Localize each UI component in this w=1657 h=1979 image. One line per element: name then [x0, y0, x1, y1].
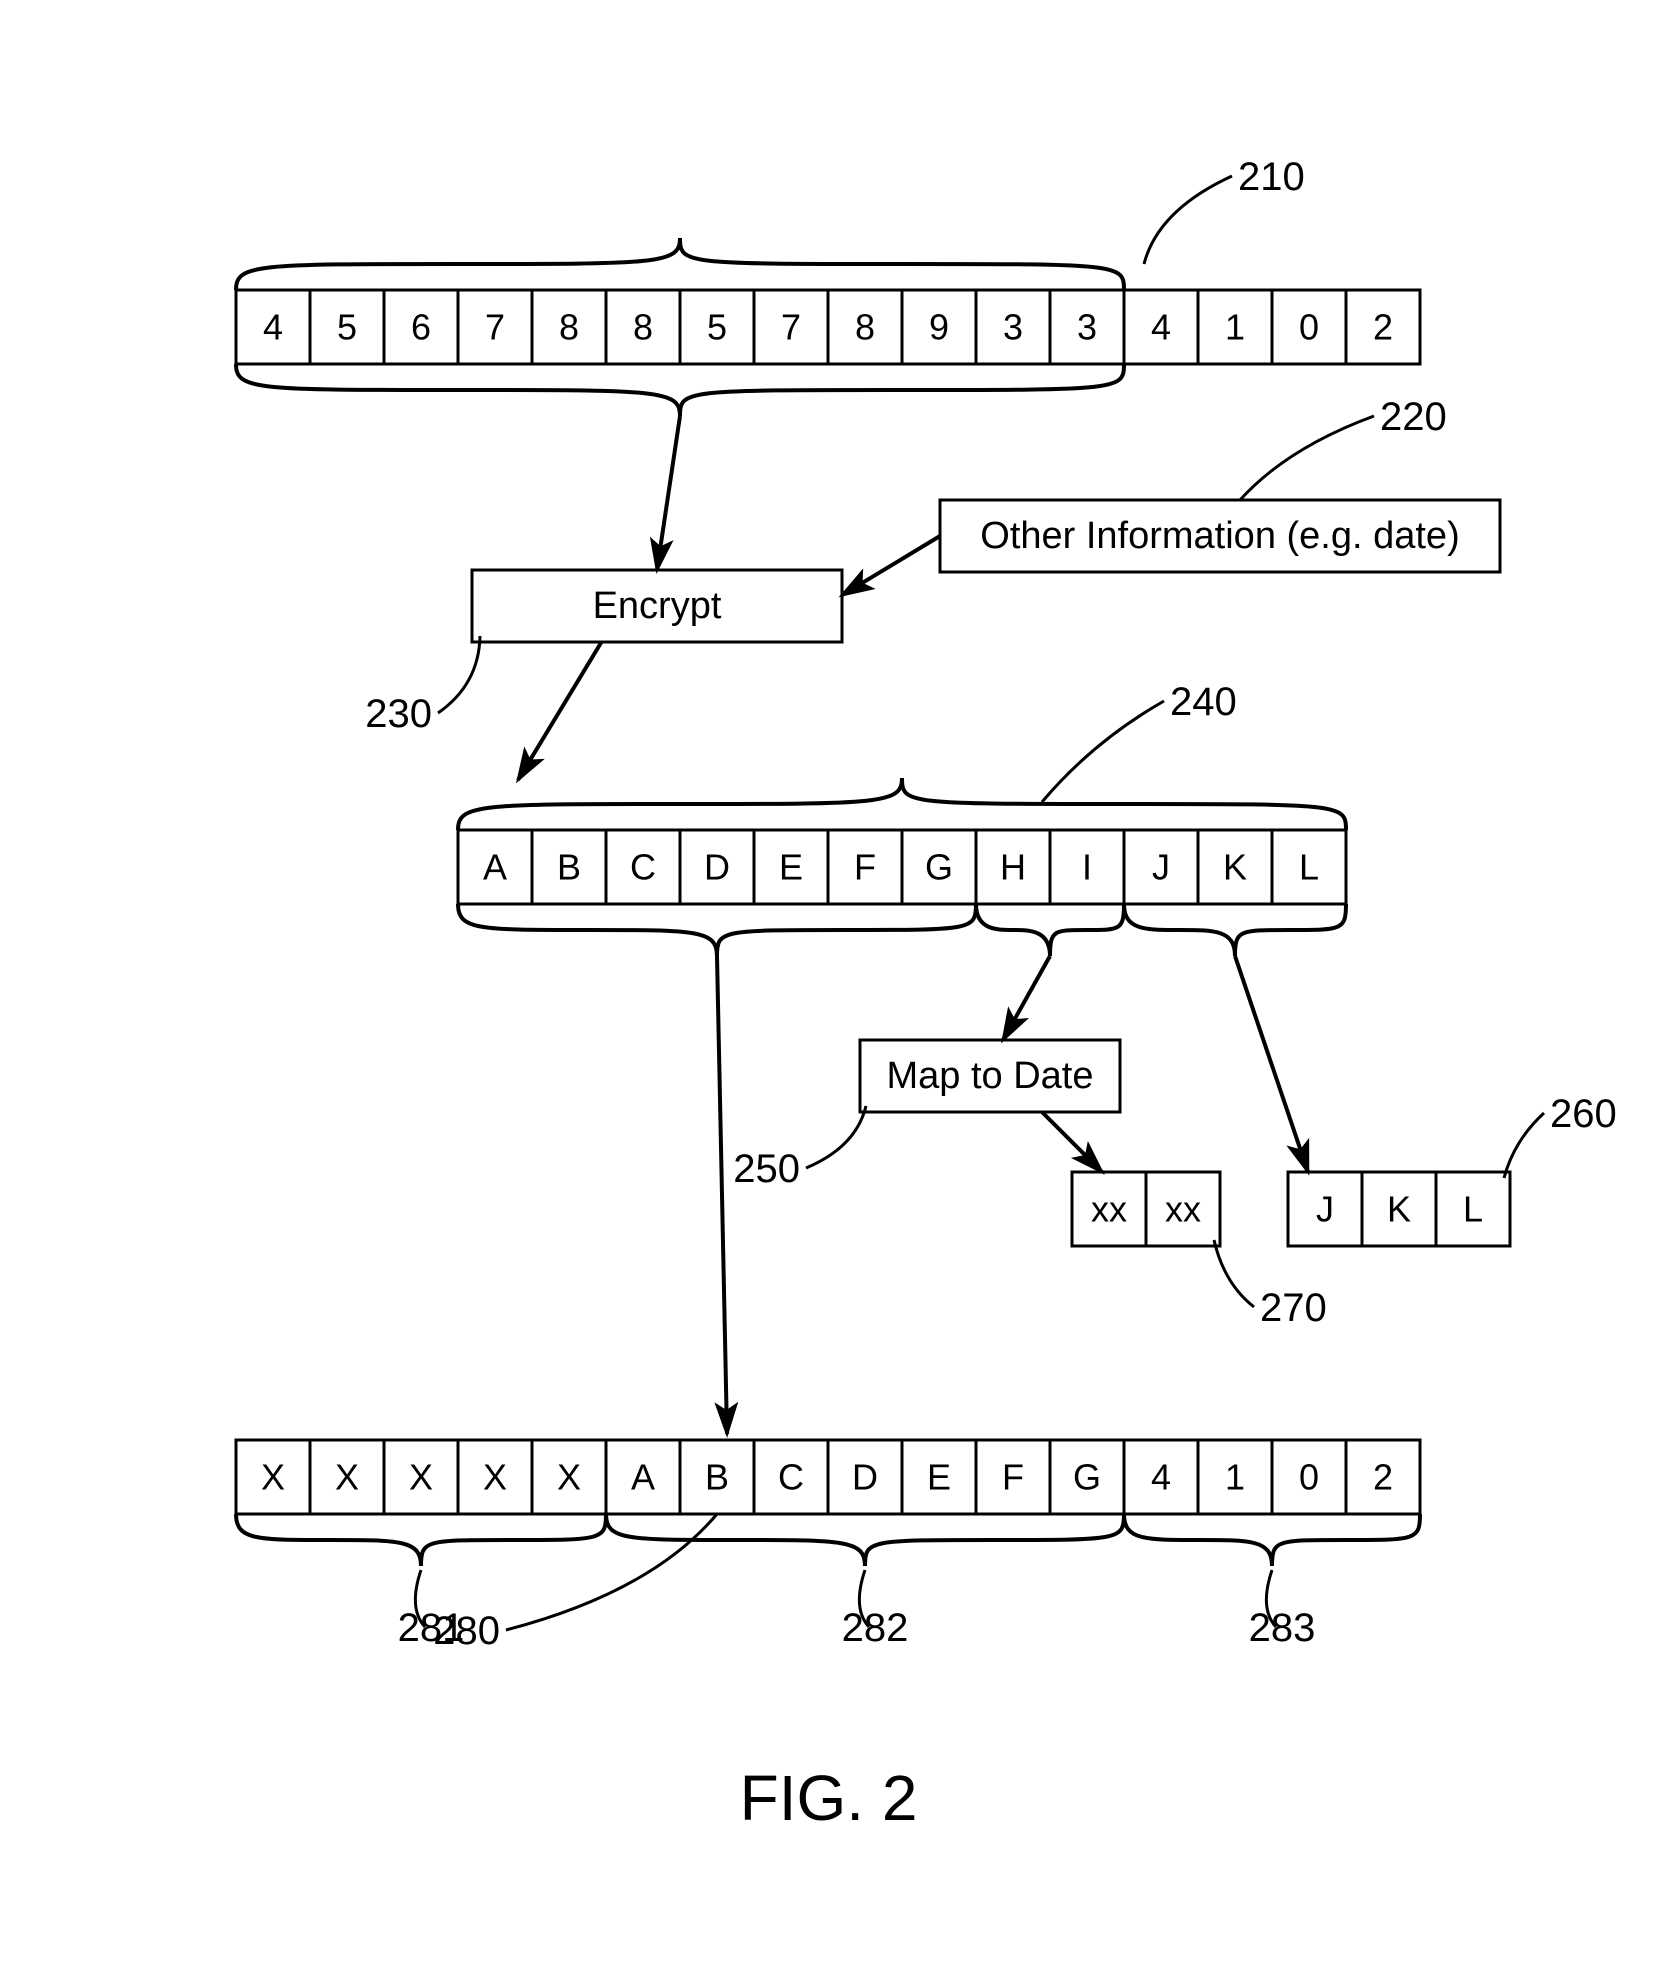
row-270-cell-0-text: xx [1091, 1189, 1127, 1230]
ref-260: 260 [1550, 1092, 1617, 1136]
row-280-cell-12-text: 4 [1151, 1457, 1171, 1498]
row-210-cell-0-text: 4 [263, 307, 283, 348]
figure-label: FIG. 2 [740, 1762, 918, 1834]
row-240-cell-8-text: I [1082, 847, 1092, 888]
row-280-cell-6-text: B [705, 1457, 729, 1498]
row-240-cell-9-text: J [1152, 847, 1170, 888]
brace-240-9-12 [1124, 904, 1346, 956]
leader-250 [806, 1106, 866, 1168]
brace-240-7-9 [976, 904, 1124, 956]
ref-210: 210 [1238, 155, 1305, 199]
row-270-cell-1-text: xx [1165, 1189, 1201, 1230]
row-280-cell-7-text: C [778, 1457, 804, 1498]
ref-282: 282 [842, 1606, 909, 1650]
ref-220: 220 [1380, 395, 1447, 439]
row-240-cell-2-text: C [630, 847, 656, 888]
arrow-240-912-to-260 [1235, 956, 1308, 1172]
row-280-cell-15-text: 2 [1373, 1457, 1393, 1498]
arrow-240-79-to-map [1003, 956, 1050, 1040]
row-210-cell-10-text: 3 [1003, 307, 1023, 348]
row-210-cell-2-text: 6 [411, 307, 431, 348]
row-240-cell-4-text: E [779, 847, 803, 888]
row-280-cell-1-text: X [335, 1457, 359, 1498]
ref-230: 230 [365, 692, 432, 736]
leader-230 [438, 636, 480, 713]
row-280-cell-4-text: X [557, 1457, 581, 1498]
row-210-cell-1-text: 5 [337, 307, 357, 348]
row-210-cell-8-text: 8 [855, 307, 875, 348]
row-280-cell-2-text: X [409, 1457, 433, 1498]
brace-210-bottom [236, 364, 1124, 416]
row-210-cell-3-text: 7 [485, 307, 505, 348]
brace-240-0-7 [458, 904, 976, 956]
row-240-cell-11-text: L [1299, 847, 1319, 888]
brace-282 [606, 1514, 1124, 1566]
row-240-cell-0-text: A [483, 847, 507, 888]
row-210-cell-5-text: 8 [633, 307, 653, 348]
row-210-cell-15-text: 2 [1373, 307, 1393, 348]
row-240-cell-10-text: K [1223, 847, 1247, 888]
ref-240: 240 [1170, 680, 1237, 724]
row-210-cell-14-text: 0 [1299, 307, 1319, 348]
row-280-cell-14-text: 0 [1299, 1457, 1319, 1498]
row-240-cell-3-text: D [704, 847, 730, 888]
row-240-cell-5-text: F [854, 847, 876, 888]
brace-240-top [458, 778, 1346, 830]
row-280-cell-8-text: D [852, 1457, 878, 1498]
maptodate-box-label: Map to Date [887, 1055, 1094, 1097]
row-240-cell-1-text: B [557, 847, 581, 888]
arrow-otherinfo-to-encrypt [842, 536, 940, 595]
row-280-cell-0-text: X [261, 1457, 285, 1498]
row-280-cell-9-text: E [927, 1457, 951, 1498]
row-260-cell-2-text: L [1463, 1189, 1483, 1230]
row-280-cell-5-text: A [631, 1457, 655, 1498]
row-260-cell-1-text: K [1387, 1189, 1411, 1230]
ref-283: 283 [1249, 1606, 1316, 1650]
row-210-cell-12-text: 4 [1151, 307, 1171, 348]
row-210-cell-6-text: 5 [707, 307, 727, 348]
row-210-cell-11-text: 3 [1077, 307, 1097, 348]
brace-210-top [236, 238, 1124, 290]
leader-220 [1240, 416, 1374, 500]
row-240-cell-7-text: H [1000, 847, 1026, 888]
arrow-map-to-270 [1042, 1112, 1102, 1172]
brace-283 [1124, 1514, 1420, 1566]
row-210-cell-9-text: 9 [929, 307, 949, 348]
row-260-cell-0-text: J [1316, 1189, 1334, 1230]
row-280-cell-11-text: G [1073, 1457, 1101, 1498]
row-210-cell-4-text: 8 [559, 307, 579, 348]
ref-270: 270 [1260, 1286, 1327, 1330]
ref-281: 281 [398, 1606, 465, 1650]
leader-260 [1504, 1113, 1544, 1178]
row-240-cell-6-text: G [925, 847, 953, 888]
row-210-cell-13-text: 1 [1225, 307, 1245, 348]
leader-270 [1214, 1240, 1254, 1307]
leader-240 [1042, 701, 1164, 802]
arrow-240-07-to-280 [717, 956, 727, 1434]
arrow-encrypt-to-240 [518, 642, 602, 780]
encrypt-box-label: Encrypt [593, 585, 722, 627]
otherinfo-box-label: Other Information (e.g. date) [980, 515, 1459, 557]
brace-281 [236, 1514, 606, 1566]
row-280-cell-13-text: 1 [1225, 1457, 1245, 1498]
row-210-cell-7-text: 7 [781, 307, 801, 348]
leader-210 [1144, 176, 1232, 264]
row-280-cell-10-text: F [1002, 1457, 1024, 1498]
arrow-210-to-encrypt [657, 416, 680, 570]
row-280-cell-3-text: X [483, 1457, 507, 1498]
ref-250: 250 [733, 1147, 800, 1191]
